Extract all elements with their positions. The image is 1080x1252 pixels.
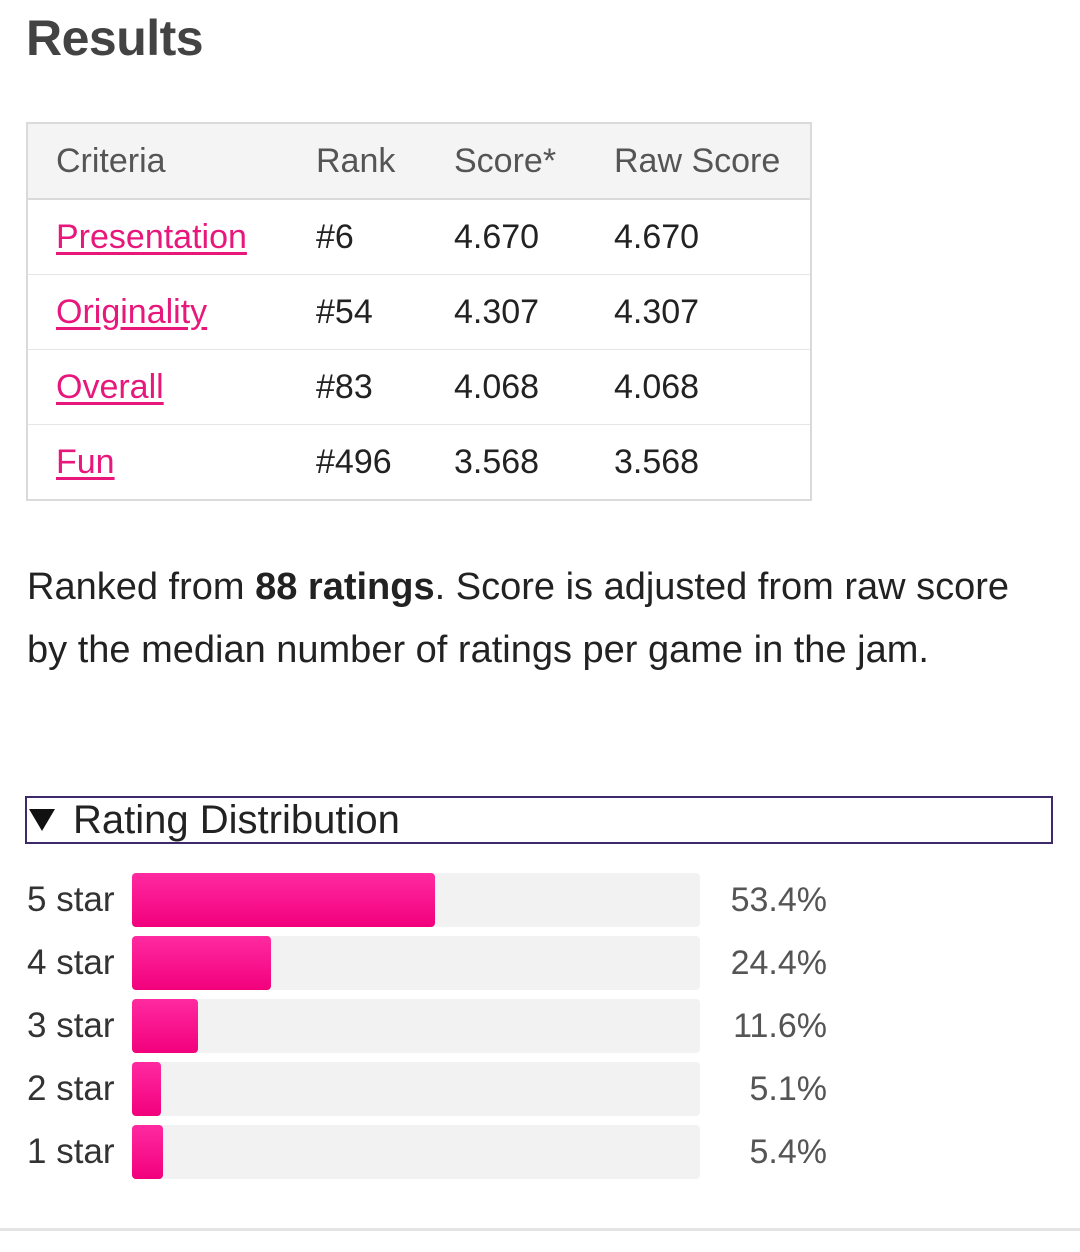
- raw-score-cell: 4.307: [586, 274, 811, 350]
- distribution-bar-fill: [132, 873, 436, 927]
- distribution-row-4-star: 4 star 24.4%: [27, 936, 827, 990]
- star-label: 5 star: [27, 880, 115, 919]
- rank-cell: #496: [288, 424, 426, 500]
- table-row: Fun #496 3.568 3.568: [27, 424, 811, 500]
- percent-label: 24.4%: [730, 944, 827, 982]
- percent-label: 5.4%: [749, 1133, 828, 1171]
- star-label: 2 star: [27, 1069, 115, 1108]
- score-cell: 4.068: [426, 349, 586, 425]
- distribution-bar-fill: [132, 999, 198, 1053]
- results-table: Criteria Rank Score* Raw Score Presentat…: [26, 122, 812, 501]
- ratings-summary: Ranked from 88 ratings. Score is adjuste…: [27, 556, 1037, 682]
- distribution-row-5-star: 5 star 53.4%: [27, 873, 827, 927]
- raw-score-cell: 4.068: [586, 349, 811, 425]
- star-label: 3 star: [27, 1006, 115, 1045]
- rating-distribution-title: Rating Distribution: [73, 798, 400, 842]
- criteria-cell: Overall: [27, 349, 288, 425]
- table-row: Presentation #6 4.670 4.670: [27, 198, 811, 275]
- rank-cell: #54: [288, 274, 426, 350]
- column-header-score: Score*: [426, 123, 586, 200]
- summary-suffix: . Score is adjusted from raw score by th…: [27, 566, 1010, 671]
- criteria-link-originality[interactable]: Originality: [56, 292, 208, 331]
- criteria-cell: Originality: [27, 274, 288, 350]
- distribution-bar-fill: [132, 936, 271, 990]
- percent-label: 11.6%: [733, 1007, 827, 1045]
- distribution-row-3-star: 3 star 11.6%: [27, 999, 827, 1053]
- distribution-bar-track: [132, 1062, 700, 1116]
- score-cell: 4.670: [426, 198, 586, 275]
- column-header-criteria: Criteria: [27, 123, 288, 200]
- percent-label: 53.4%: [730, 881, 827, 919]
- bottom-divider: [0, 1228, 1080, 1231]
- criteria-cell: Fun: [27, 424, 288, 500]
- distribution-row-2-star: 2 star 5.1%: [27, 1062, 827, 1116]
- criteria-link-fun[interactable]: Fun: [56, 442, 115, 481]
- score-cell: 3.568: [426, 424, 586, 500]
- criteria-link-overall[interactable]: Overall: [56, 367, 164, 406]
- raw-score-cell: 3.568: [586, 424, 811, 500]
- rank-cell: #83: [288, 349, 426, 425]
- table-row: Originality #54 4.307 4.307: [27, 274, 811, 350]
- table-row: Overall #83 4.068 4.068: [27, 349, 811, 425]
- distribution-bar-track: [132, 999, 700, 1053]
- score-cell: 4.307: [426, 274, 586, 350]
- criteria-cell: Presentation: [27, 198, 288, 275]
- column-header-raw-score: Raw Score: [586, 123, 811, 200]
- percent-label: 5.1%: [749, 1070, 828, 1108]
- column-header-rank: Rank: [288, 123, 426, 200]
- ratings-count: 88 ratings: [255, 566, 435, 608]
- star-label: 1 star: [27, 1132, 115, 1171]
- distribution-row-1-star: 1 star 5.4%: [27, 1125, 827, 1179]
- criteria-link-presentation[interactable]: Presentation: [56, 217, 247, 256]
- rating-distribution-toggle[interactable]: Rating Distribution: [25, 796, 1053, 844]
- triangle-down-icon: [29, 809, 55, 831]
- distribution-bar-track: [132, 936, 700, 990]
- table-header-row: Criteria Rank Score* Raw Score: [27, 123, 811, 200]
- distribution-bar-fill: [132, 1062, 161, 1116]
- distribution-bar-track: [132, 1125, 700, 1179]
- distribution-bar-fill: [132, 1125, 163, 1179]
- summary-prefix: Ranked from: [27, 566, 256, 608]
- page-title: Results: [26, 10, 204, 66]
- star-label: 4 star: [27, 943, 115, 982]
- rank-cell: #6: [288, 198, 426, 275]
- distribution-bar-track: [132, 873, 700, 927]
- raw-score-cell: 4.670: [586, 198, 811, 275]
